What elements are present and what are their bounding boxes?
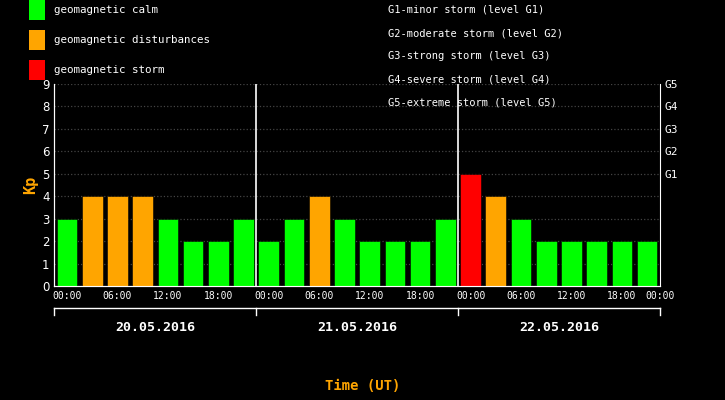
Text: G1-minor storm (level G1): G1-minor storm (level G1) xyxy=(388,5,544,15)
Y-axis label: Kp: Kp xyxy=(23,176,38,194)
Bar xyxy=(612,241,632,286)
Bar xyxy=(283,219,304,286)
Text: 20.05.2016: 20.05.2016 xyxy=(115,321,195,334)
Text: 22.05.2016: 22.05.2016 xyxy=(519,321,599,334)
Bar xyxy=(410,241,431,286)
Bar xyxy=(258,241,279,286)
Text: geomagnetic calm: geomagnetic calm xyxy=(54,5,157,15)
Bar xyxy=(637,241,658,286)
Bar xyxy=(486,196,506,286)
Bar xyxy=(57,219,78,286)
Text: G3-strong storm (level G3): G3-strong storm (level G3) xyxy=(388,51,550,61)
Text: G2-moderate storm (level G2): G2-moderate storm (level G2) xyxy=(388,28,563,38)
Text: G5-extreme storm (level G5): G5-extreme storm (level G5) xyxy=(388,98,557,108)
Text: Time (UT): Time (UT) xyxy=(325,379,400,393)
Text: geomagnetic disturbances: geomagnetic disturbances xyxy=(54,35,210,45)
Bar xyxy=(334,219,355,286)
Bar xyxy=(183,241,204,286)
Text: geomagnetic storm: geomagnetic storm xyxy=(54,65,164,75)
Bar xyxy=(561,241,581,286)
Text: 21.05.2016: 21.05.2016 xyxy=(317,321,397,334)
Bar xyxy=(133,196,153,286)
Bar xyxy=(82,196,102,286)
Bar xyxy=(435,219,456,286)
Bar xyxy=(360,241,380,286)
Bar xyxy=(536,241,557,286)
Bar xyxy=(157,219,178,286)
Bar xyxy=(107,196,128,286)
Bar xyxy=(460,174,481,286)
Bar xyxy=(384,241,405,286)
Text: G4-severe storm (level G4): G4-severe storm (level G4) xyxy=(388,74,550,85)
Bar xyxy=(510,219,531,286)
Bar xyxy=(309,196,330,286)
Bar xyxy=(208,241,228,286)
Bar xyxy=(587,241,607,286)
Bar xyxy=(233,219,254,286)
